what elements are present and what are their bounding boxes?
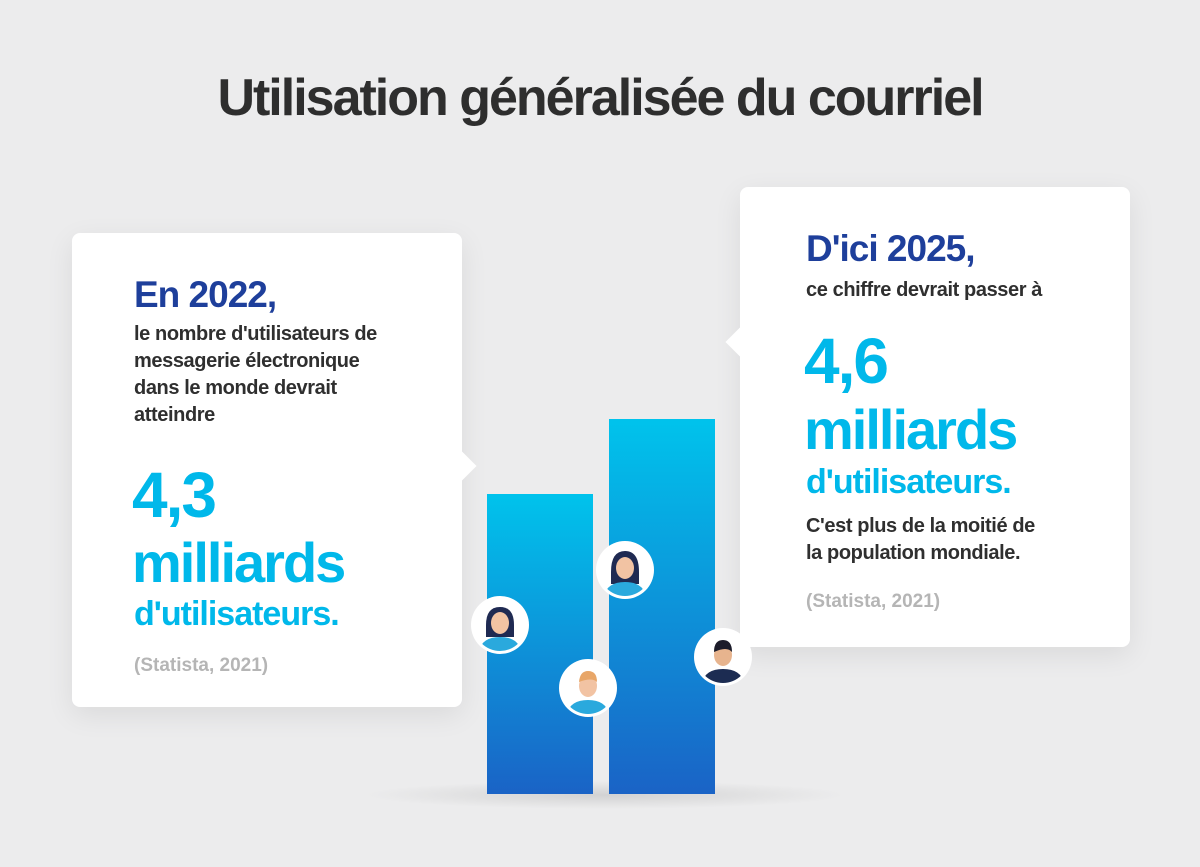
right-note-line: la population mondiale. [806,542,1021,564]
page-title: Utilisation généralisée du courriel [217,69,984,127]
left-body-line: le nombre d'utilisateurs de [134,323,377,345]
woman-avatar-icon [596,541,654,599]
right-value: 4,6 [804,325,889,397]
left-value: 4,3 [132,459,217,531]
man-avatar-icon [559,659,617,717]
left-body-line: messagerie électronique [134,350,360,372]
right-note-line: C'est plus de la moitié de [806,515,1035,537]
left-unit-sub: d'utilisateurs. [134,595,340,633]
right-info-card: D'ici 2025, ce chiffre devrait passer à … [740,187,1130,647]
right-body: ce chiffre devrait passer à [806,279,1042,301]
right-unit-sub: d'utilisateurs. [806,463,1012,501]
left-body-line: atteindre [134,404,215,426]
right-source: (Statista, 2021) [806,591,941,612]
left-unit-word: milliards [132,531,346,594]
floor-shadow [365,781,845,809]
right-lead: D'ici 2025, [806,228,976,269]
woman-avatar-icon [471,596,529,654]
left-info-card: En 2022, le nombre d'utilisateurs de mes… [72,233,462,707]
left-body-line: dans le monde devrait [134,377,337,399]
left-lead: En 2022, [134,274,277,315]
left-source: (Statista, 2021) [134,655,269,676]
right-note: C'est plus de la moitié de la population… [806,513,1035,567]
right-unit-word: milliards [804,398,1018,461]
left-body: le nombre d'utilisateurs de messagerie é… [134,321,454,429]
bar-2025 [609,419,715,794]
man-dark-avatar-icon [694,628,752,686]
